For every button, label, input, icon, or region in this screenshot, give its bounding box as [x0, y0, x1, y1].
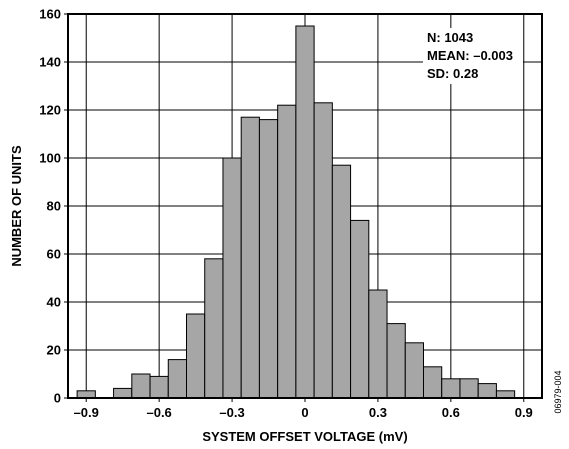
- x-tick-label: 0.6: [442, 405, 460, 420]
- x-tick-label: 0.3: [369, 405, 387, 420]
- histogram-bar: [167, 359, 187, 399]
- x-axis-label: SYSTEM OFFSET VOLTAGE (mV): [202, 429, 407, 444]
- histogram-bar: [277, 104, 297, 399]
- histogram-bar: [368, 289, 388, 399]
- y-tick-label: 80: [47, 199, 61, 214]
- y-tick-label: 140: [39, 55, 61, 70]
- histogram-bar: [404, 342, 424, 399]
- x-tick-label: –0.9: [74, 405, 99, 420]
- histogram-bar: [113, 387, 133, 399]
- histogram-bar: [350, 219, 370, 399]
- stats-annotation-box: [423, 28, 523, 84]
- histogram-bar: [222, 157, 242, 399]
- histogram-bar: [295, 25, 315, 399]
- histogram-bar: [76, 390, 96, 399]
- histogram-bar: [204, 258, 224, 399]
- histogram-bar: [240, 116, 260, 399]
- y-tick-label: 40: [47, 295, 61, 310]
- y-tick-label: 100: [39, 151, 61, 166]
- y-tick-label: 160: [39, 7, 61, 22]
- histogram-bar: [386, 323, 406, 399]
- y-tick-label: 0: [54, 391, 61, 406]
- histogram-bar: [258, 119, 279, 399]
- y-axis-label: NUMBER OF UNITS: [9, 145, 24, 267]
- histogram-bar: [186, 313, 206, 399]
- x-axis-ticks: –0.9 –0.6 –0.3 0 0.3 0.6 0.9: [74, 398, 533, 420]
- histogram-bar: [441, 378, 461, 399]
- figure-id: 06979-004: [553, 370, 563, 413]
- y-tick-label: 120: [39, 103, 61, 118]
- x-tick-label: –0.6: [146, 405, 171, 420]
- y-axis-ticks: 0 20 40 60 80 100 120 140 160: [39, 7, 68, 406]
- y-tick-label: 20: [47, 343, 61, 358]
- y-tick-label: 60: [47, 247, 61, 262]
- histogram-bar: [423, 366, 443, 399]
- histogram-bar: [131, 373, 151, 399]
- annotation-n: N: 1043: [427, 30, 473, 45]
- annotation-sd: SD: 0.28: [427, 66, 478, 81]
- histogram-bar: [477, 383, 497, 399]
- histogram-bars: [76, 25, 516, 399]
- x-tick-label: 0: [301, 405, 308, 420]
- histogram-bar: [495, 390, 516, 399]
- histogram-bar: [331, 164, 352, 399]
- histogram-bar: [149, 375, 169, 399]
- histogram-bar: [313, 102, 333, 399]
- annotation-mean: MEAN: –0.003: [427, 48, 513, 63]
- histogram-bar: [459, 378, 479, 399]
- x-tick-label: 0.9: [515, 405, 533, 420]
- x-tick-label: –0.3: [219, 405, 244, 420]
